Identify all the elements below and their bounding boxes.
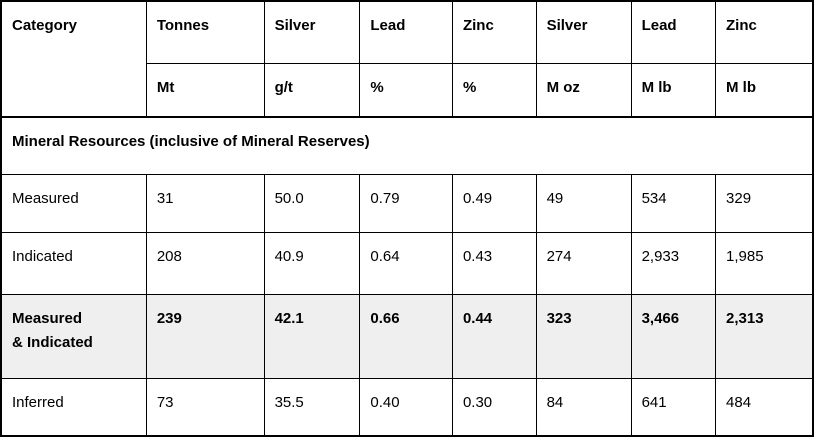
unit-header-zinc-metal: M lb	[715, 62, 814, 118]
table-row-inferred: Inferred 73 35.5 0.40 0.30 84 641 484	[0, 377, 814, 437]
cell-inferred-tonnes: 73	[145, 377, 265, 437]
cell-indicated-silver-gpt: 40.9	[263, 231, 361, 295]
cell-measured-zinc-pct: 0.49	[451, 173, 537, 233]
cell-mi-tonnes: 239	[145, 293, 265, 379]
cell-inferred-silver-moz: 84	[535, 377, 632, 437]
col-header-lead-metal: Lead	[630, 0, 717, 64]
unit-header-silver-metal: M oz	[535, 62, 632, 118]
table-row-indicated: Indicated 208 40.9 0.64 0.43 274 2,933 1…	[0, 231, 814, 295]
cell-indicated-zinc-pct: 0.43	[451, 231, 537, 295]
header-row-units: Mt g/t % % M oz M lb M lb	[1, 62, 814, 118]
cell-indicated-lead-pct: 0.64	[359, 231, 453, 295]
col-header-zinc-grade: Zinc	[451, 0, 537, 64]
cell-inferred-silver-gpt: 35.5	[263, 377, 361, 437]
table-row-measured-indicated: Measured & Indicated 239 42.1 0.66 0.44 …	[0, 293, 814, 379]
row-label-indicated: Indicated	[0, 231, 147, 295]
cell-mi-lead-pct: 0.66	[359, 293, 453, 379]
cell-measured-lead-mlb: 534	[630, 173, 717, 233]
header-row-commodities: Category Tonnes Silver Lead Zinc Silver …	[0, 0, 814, 118]
cell-mi-lead-mlb: 3,466	[630, 293, 717, 379]
cell-measured-tonnes: 31	[145, 173, 265, 233]
table-row-measured: Measured 31 50.0 0.79 0.49 49 534 329	[0, 173, 814, 233]
cell-inferred-zinc-pct: 0.30	[451, 377, 537, 437]
cell-indicated-silver-moz: 274	[535, 231, 632, 295]
cell-inferred-lead-pct: 0.40	[359, 377, 453, 437]
row-label-measured: Measured	[0, 173, 147, 233]
cell-inferred-zinc-mlb: 484	[715, 377, 814, 437]
cell-inferred-lead-mlb: 641	[630, 377, 717, 437]
cell-mi-silver-moz: 323	[535, 293, 632, 379]
cell-indicated-zinc-mlb: 1,985	[715, 231, 814, 295]
cell-measured-silver-moz: 49	[535, 173, 632, 233]
col-header-zinc-metal: Zinc	[715, 0, 814, 64]
col-header-tonnes: Tonnes	[145, 0, 265, 64]
cell-measured-silver-gpt: 50.0	[263, 173, 361, 233]
cell-mi-silver-gpt: 42.1	[263, 293, 361, 379]
unit-header-silver-grade: g/t	[263, 62, 361, 118]
col-header-silver-metal: Silver	[535, 0, 632, 64]
row-label-measured-indicated: Measured & Indicated	[0, 293, 147, 379]
row-label-inferred: Inferred	[0, 377, 147, 437]
col-header-silver-grade: Silver	[263, 0, 361, 64]
section-title: Mineral Resources (inclusive of Mineral …	[0, 116, 814, 175]
unit-header-tonnes: Mt	[145, 62, 265, 118]
cell-measured-lead-pct: 0.79	[359, 173, 453, 233]
col-header-category: Category	[0, 0, 147, 118]
cell-indicated-tonnes: 208	[145, 231, 265, 295]
unit-header-zinc-grade: %	[451, 62, 537, 118]
cell-indicated-lead-mlb: 2,933	[630, 231, 717, 295]
col-header-lead-grade: Lead	[359, 0, 453, 64]
cell-mi-zinc-mlb: 2,313	[715, 293, 814, 379]
section-header-row: Mineral Resources (inclusive of Mineral …	[0, 116, 814, 175]
cell-mi-zinc-pct: 0.44	[451, 293, 537, 379]
cell-measured-zinc-mlb: 329	[715, 173, 814, 233]
unit-header-lead-grade: %	[359, 62, 453, 118]
unit-header-lead-metal: M lb	[630, 62, 717, 118]
